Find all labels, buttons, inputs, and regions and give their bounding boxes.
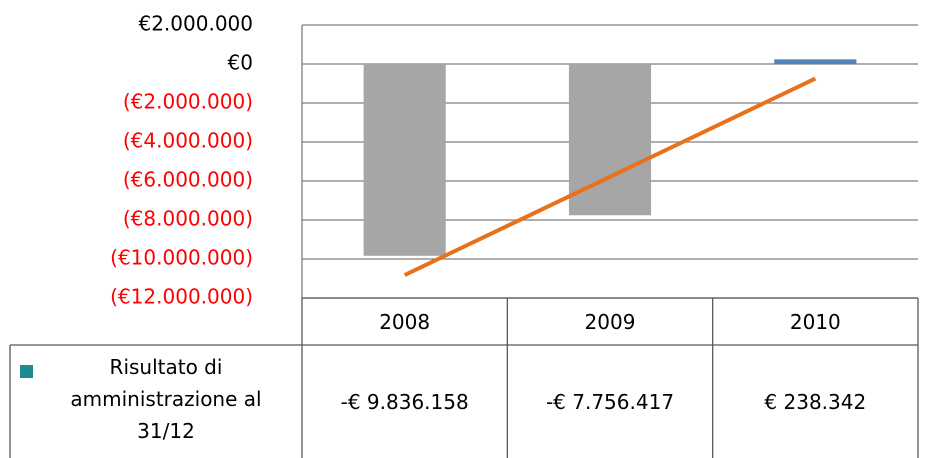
data-table-value: -€ 7.756.417 (546, 390, 674, 414)
y-tick-label: (€6.000.000) (123, 168, 253, 192)
x-tick-label: 2008 (379, 310, 430, 334)
data-table-value: -€ 9.836.158 (341, 390, 469, 414)
y-tick-label: (€12.000.000) (110, 285, 253, 309)
y-tick-label: €2.000.000 (138, 12, 253, 36)
legend-label: Risultato di amministrazione al 31/12 (70, 355, 262, 443)
y-tick-label: (€4.000.000) (123, 129, 253, 153)
y-tick-label: €0 (228, 51, 253, 75)
legend-swatch (20, 365, 33, 378)
legend-label-box: Risultato di amministrazione al 31/12 (70, 355, 262, 443)
x-tick-label: 2009 (585, 310, 636, 334)
bar (363, 64, 446, 256)
trendline (403, 76, 817, 277)
x-tick-label: 2010 (790, 310, 841, 334)
y-tick-label: (€8.000.000) (123, 207, 253, 231)
data-table-value: € 238.342 (764, 390, 866, 414)
y-tick-label: (€2.000.000) (123, 90, 253, 114)
y-tick-label: (€10.000.000) (110, 246, 253, 270)
bar (774, 59, 857, 64)
